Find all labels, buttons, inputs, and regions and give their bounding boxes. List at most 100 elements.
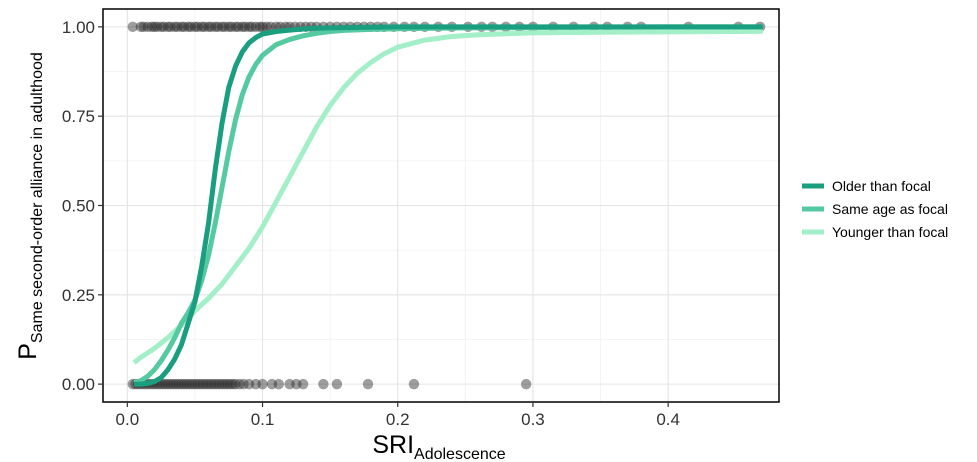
- data-point: [208, 378, 220, 390]
- series-line: [132, 28, 763, 365]
- data-point: [146, 21, 157, 33]
- data-point: [176, 378, 187, 390]
- data-point: [362, 378, 374, 390]
- data-point: [187, 378, 198, 390]
- data-point: [243, 21, 255, 33]
- data-point: [169, 21, 180, 33]
- data-point: [168, 378, 179, 390]
- data-point: [261, 21, 272, 33]
- data-point: [284, 378, 295, 390]
- data-point: [233, 21, 244, 33]
- data-point: [135, 21, 147, 33]
- data-point: [165, 378, 176, 390]
- x-tick-label: 0.0: [116, 410, 140, 429]
- x-tick-label: 0.4: [656, 410, 680, 429]
- data-point: [157, 378, 168, 390]
- data-point: [149, 21, 160, 33]
- data-point: [203, 378, 214, 390]
- data-point: [151, 21, 163, 33]
- data-point: [237, 21, 248, 33]
- data-point: [219, 21, 230, 33]
- y-tick-label: 0.75: [62, 107, 95, 126]
- data-point: [162, 21, 174, 33]
- data-point: [226, 21, 237, 33]
- y-axis-title-main: P: [14, 343, 42, 360]
- data-point: [181, 378, 193, 390]
- data-point: [223, 21, 234, 33]
- data-point: [189, 378, 201, 390]
- data-point: [192, 378, 203, 390]
- data-point: [408, 378, 420, 390]
- axes-layer: 0.0 0.1 0.2 0.3 0.4 0.00 0.25 0.50 0.75 1.00: [62, 18, 680, 429]
- data-point: [219, 378, 230, 390]
- data-point: [239, 21, 251, 33]
- data-point: [182, 21, 194, 33]
- legend-label: Older than focal: [832, 178, 931, 194]
- data-point: [173, 378, 184, 390]
- data-point: [210, 21, 221, 33]
- data-point: [184, 378, 195, 390]
- data-point: [331, 378, 343, 390]
- x-axis-title: SRIAdolescence: [372, 431, 505, 462]
- legend-label: Same age as focal: [832, 201, 948, 217]
- data-point: [189, 21, 201, 33]
- data-point: [178, 21, 190, 33]
- data-point: [197, 378, 209, 390]
- data-point: [199, 21, 210, 33]
- data-point: [205, 378, 217, 390]
- data-point: [196, 21, 207, 33]
- data-point: [216, 21, 228, 33]
- data-point: [254, 21, 266, 33]
- data-point: [200, 378, 211, 390]
- y-axis-title: PSame second-order alliance in adulthood: [14, 52, 46, 360]
- data-point: [203, 21, 214, 33]
- y-tick-label: 0.00: [62, 375, 95, 394]
- data-point: [224, 378, 236, 390]
- data-point: [243, 378, 255, 390]
- y-tick-label: 0.50: [62, 197, 95, 216]
- data-point: [250, 21, 261, 33]
- y-tick-label: 0.25: [62, 286, 95, 305]
- data-point: [318, 378, 329, 390]
- data-point: [176, 21, 187, 33]
- data-point: [155, 21, 167, 33]
- data-point: [222, 378, 233, 390]
- data-point: [227, 378, 238, 390]
- data-point: [192, 21, 203, 33]
- data-point: [127, 21, 138, 33]
- grid-layer: [103, 9, 779, 402]
- data-point: [234, 378, 245, 390]
- data-point: [257, 378, 268, 390]
- data-point: [212, 21, 224, 33]
- data-point: [246, 21, 257, 33]
- series-line: [134, 24, 763, 387]
- x-tick-label: 0.3: [521, 410, 545, 429]
- data-point: [265, 21, 276, 33]
- data-point: [172, 21, 183, 33]
- data-point: [266, 378, 278, 390]
- legend-label: Younger than focal: [832, 224, 948, 240]
- data-point: [214, 378, 225, 390]
- x-tick-label: 0.2: [386, 410, 410, 429]
- data-point: [257, 21, 268, 33]
- x-axis-title-sub: Adolescence: [414, 446, 506, 462]
- data-point: [230, 21, 241, 33]
- data-point: [520, 378, 532, 390]
- data-point: [138, 21, 149, 33]
- data-point: [159, 378, 171, 390]
- data-point: [142, 21, 153, 33]
- data-point: [205, 21, 217, 33]
- data-point: [297, 378, 309, 390]
- y-tick-label: 1.00: [62, 18, 95, 37]
- data-point: [195, 378, 206, 390]
- data-point: [211, 378, 222, 390]
- data-point: [216, 378, 228, 390]
- curves-layer: [132, 24, 763, 387]
- x-tick-label: 0.1: [251, 410, 275, 429]
- data-point: [230, 378, 241, 390]
- data-point: [170, 378, 182, 390]
- data-point: [165, 21, 176, 33]
- data-point: [185, 21, 197, 33]
- data-point: [273, 378, 284, 390]
